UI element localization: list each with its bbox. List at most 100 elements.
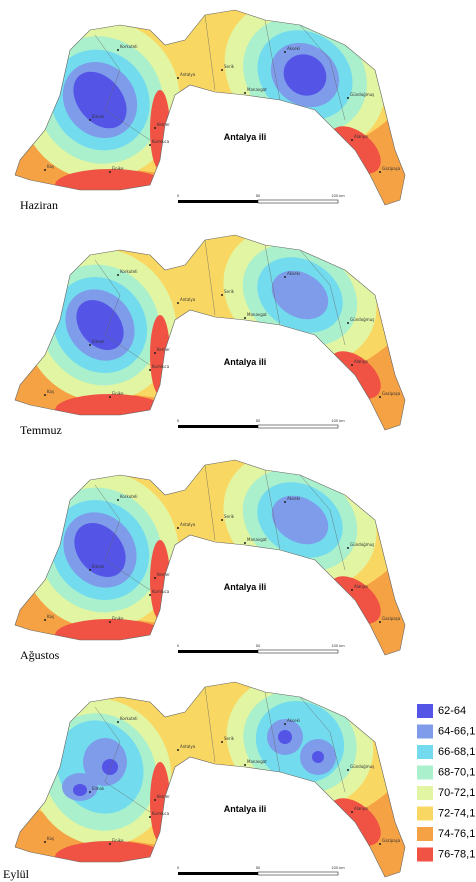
city-dot: [221, 741, 223, 743]
legend-label: 70-72,1: [438, 787, 475, 799]
scale-label: 50: [256, 193, 261, 198]
city-dot: [44, 169, 46, 171]
scale-label: 50: [256, 865, 261, 870]
city-label: Elmalı: [92, 114, 104, 119]
city-label: Kemer: [157, 347, 170, 352]
city-label: Korkuteli: [120, 716, 138, 721]
city-dot: [89, 119, 91, 121]
legend-label: 72-74,1: [438, 807, 475, 819]
map-fill: [0, 170, 420, 435]
city-dot: [221, 519, 223, 521]
map-fill: [0, 395, 420, 661]
legend-swatch: [417, 745, 433, 759]
scale-bar: [178, 650, 258, 653]
map-title: Antalya ili: [224, 132, 267, 142]
city-dot: [284, 501, 286, 503]
city-label: Kemer: [157, 572, 170, 577]
city-label: Kemer: [157, 122, 170, 127]
city-label: Kaş: [47, 836, 54, 841]
map-fill: [0, 0, 420, 213]
city-dot: [89, 791, 91, 793]
city-label: Kumluca: [152, 139, 170, 144]
map-panel: KorkuteliElmalıKaşFinikeKumlucaKemerAnta…: [0, 170, 420, 437]
scale-label: 0: [177, 643, 180, 648]
legend-label: 62-64: [438, 705, 466, 717]
city-dot: [149, 594, 151, 596]
city-label: Gazipaşa: [382, 616, 401, 621]
city-label: Alanya: [354, 584, 368, 589]
city-dot: [109, 621, 111, 623]
city-label: Akseki: [287, 718, 300, 723]
zone: [102, 759, 118, 775]
city-label: Manavgat: [247, 87, 267, 92]
city-label: Alanya: [354, 806, 368, 811]
zone: [73, 784, 87, 796]
city-dot: [149, 816, 151, 818]
city-label: Serik: [224, 64, 235, 69]
city-label: Finike: [112, 838, 124, 843]
city-label: Finike: [112, 616, 124, 621]
map-title: Antalya ili: [224, 582, 267, 592]
city-dot: [109, 396, 111, 398]
legend-swatch: [417, 704, 433, 718]
city-dot: [44, 841, 46, 843]
legend-swatch: [417, 807, 433, 821]
city-dot: [177, 749, 179, 751]
legend-swatch: [417, 725, 433, 739]
scale-bar: [258, 650, 338, 653]
legend-label: 66-68,1: [438, 746, 475, 758]
city-label: Gazipaşa: [382, 391, 401, 396]
city-dot: [177, 302, 179, 304]
legend-swatch: [417, 786, 433, 800]
city-dot: [89, 569, 91, 571]
city-label: Kumluca: [152, 811, 170, 816]
city-label: Elmalı: [92, 786, 104, 791]
city-label: Antalya: [180, 297, 196, 302]
city-label: Kaş: [47, 389, 54, 394]
city-label: Finike: [112, 166, 124, 171]
city-dot: [347, 547, 349, 549]
city-dot: [284, 276, 286, 278]
city-label: Korkuteli: [120, 44, 138, 49]
zone: [278, 730, 292, 744]
city-dot: [351, 364, 353, 366]
city-dot: [351, 589, 353, 591]
city-dot: [244, 764, 246, 766]
city-dot: [44, 619, 46, 621]
legend-swatch: [417, 848, 433, 862]
zone: [312, 751, 324, 763]
month-label: Ağustos: [20, 648, 60, 662]
city-label: Korkuteli: [120, 269, 138, 274]
city-label: Gazipaşa: [382, 166, 401, 171]
city-label: Manavgat: [247, 537, 267, 542]
city-label: Manavgat: [247, 759, 267, 764]
figure: Korkuteli Elmalı Kaş Finike Kumluca Kemer Anta…: [0, 0, 476, 882]
legend-label: 64-66,1: [438, 725, 475, 737]
city-label: Akseki: [287, 46, 300, 51]
legend-swatch: [417, 827, 433, 841]
city-dot: [379, 621, 381, 623]
city-dot: [244, 92, 246, 94]
city-dot: [351, 811, 353, 813]
city-label: Alanya: [354, 359, 368, 364]
city-label: Kemer: [157, 794, 170, 799]
city-dot: [244, 542, 246, 544]
city-label: Kaş: [47, 614, 54, 619]
city-label: Elmalı: [92, 339, 104, 344]
city-dot: [221, 69, 223, 71]
city-dot: [347, 322, 349, 324]
city-label: Akseki: [287, 271, 300, 276]
city-dot: [117, 49, 119, 51]
city-dot: [154, 127, 156, 129]
city-label: Gündoğmuş: [350, 764, 374, 769]
city-dot: [379, 171, 381, 173]
city-dot: [284, 723, 286, 725]
city-dot: [244, 317, 246, 319]
city-dot: [177, 527, 179, 529]
scale-label: 100 km: [331, 418, 345, 423]
map-panel: KorkuteliElmalıKaşFinikeKumlucaKemerAnta…: [0, 617, 420, 882]
city-dot: [117, 721, 119, 723]
city-dot: [177, 77, 179, 79]
month-label: Eylül: [3, 867, 30, 881]
